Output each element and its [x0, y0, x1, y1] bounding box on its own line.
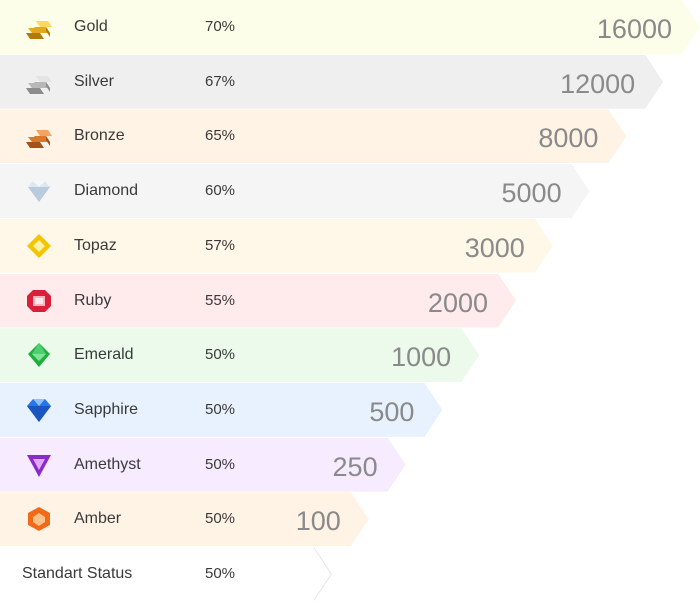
tier-name: Ruby	[74, 291, 112, 309]
tier-row-amethyst: Amethyst 50% 250	[0, 438, 406, 492]
tier-row-diamond: Diamond 60% 5000	[0, 164, 590, 218]
tier-row-bronze: Bronze 65% 8000	[0, 109, 626, 163]
sapphire-icon	[24, 396, 54, 424]
tier-row-amber: Amber 50% 100	[0, 492, 369, 546]
tier-percent: 50%	[205, 346, 236, 364]
tier-percent: 50%	[205, 510, 236, 528]
tier-row-emerald: Emerald 50% 1000	[0, 328, 479, 382]
emerald-icon	[24, 341, 54, 369]
tier-percent: 70%	[205, 18, 236, 35]
tier-name: Silver	[74, 72, 115, 90]
tier-percent: 65%	[205, 127, 236, 145]
tier-percent: 50%	[205, 400, 236, 418]
tier-percent: 57%	[205, 236, 236, 254]
tier-row-gold: Gold 70% 16000	[0, 0, 700, 54]
tier-name: Topaz	[74, 236, 117, 254]
tier-row-topaz: Topaz 57% 3000	[0, 219, 553, 273]
tier-name: Amethyst	[74, 455, 141, 473]
diamond-icon	[24, 177, 54, 205]
ruby-icon	[24, 287, 54, 315]
tier-threshold: 1000	[391, 342, 452, 373]
bronze-bar-icon	[24, 122, 54, 150]
tier-row-standard: Standart Status 50%	[0, 547, 332, 601]
topaz-icon	[24, 232, 54, 260]
tier-threshold: 5000	[501, 178, 562, 209]
tier-percent: 55%	[205, 291, 236, 309]
tier-row-sapphire: Sapphire 50% 500	[0, 383, 442, 437]
amber-icon	[24, 505, 54, 533]
tier-threshold: 12000	[560, 68, 636, 99]
tier-threshold: 16000	[596, 14, 672, 44]
tier-row-ruby: Ruby 55% 2000	[0, 274, 516, 328]
tier-name: Gold	[74, 18, 108, 35]
gold-bar-icon	[24, 13, 54, 41]
tier-name: Amber	[74, 510, 122, 528]
tier-name: Sapphire	[74, 400, 139, 418]
tier-threshold: 3000	[464, 232, 525, 263]
tier-name: Emerald	[74, 346, 134, 364]
tier-threshold: 250	[332, 451, 378, 482]
tier-percent: 50%	[205, 455, 236, 473]
tier-threshold: 8000	[538, 123, 599, 154]
tier-percent: 67%	[205, 72, 236, 90]
tier-threshold: 500	[369, 396, 415, 427]
silver-bar-icon	[24, 68, 54, 96]
amethyst-icon	[24, 451, 54, 479]
tier-name: Bronze	[74, 127, 125, 145]
tier-name: Standart Status	[22, 565, 133, 582]
tier-threshold: 100	[295, 506, 341, 537]
tier-name: Diamond	[74, 182, 139, 200]
tier-threshold: 2000	[427, 287, 488, 318]
tier-row-silver: Silver 67% 12000	[0, 55, 663, 109]
tier-percent: 60%	[205, 182, 236, 200]
tier-percent: 50%	[205, 565, 236, 582]
